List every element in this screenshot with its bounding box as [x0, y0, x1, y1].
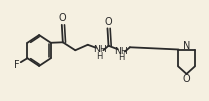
- Text: N: N: [183, 41, 190, 51]
- Text: O: O: [104, 17, 112, 27]
- Text: O: O: [183, 74, 190, 84]
- Text: H: H: [118, 53, 124, 62]
- Text: NH: NH: [93, 45, 106, 54]
- Text: NH: NH: [114, 47, 128, 56]
- Text: F: F: [14, 60, 20, 70]
- Text: O: O: [59, 13, 66, 23]
- Text: H: H: [96, 52, 103, 61]
